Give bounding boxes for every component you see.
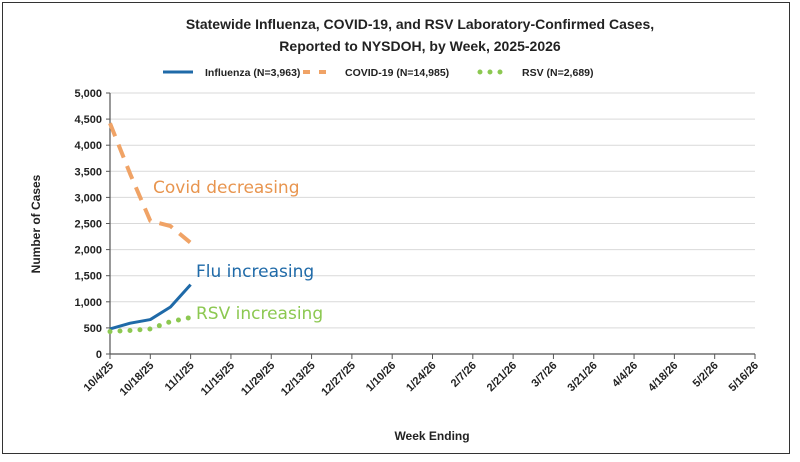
legend: Influenza (N=3,963) COVID-19 (N=14,985) RS…	[163, 67, 594, 79]
y-tick-label: 4,500	[74, 114, 102, 126]
x-tick-label: 10/4/25	[82, 360, 116, 394]
x-tick-label: 5/2/26	[691, 360, 721, 390]
y-tick-label: 2,000	[74, 245, 102, 257]
y-tick-label: 0	[96, 349, 102, 361]
annotation-rsv: RSV increasing	[196, 304, 323, 324]
legend-label-0: Influenza (N=3,963)	[205, 67, 300, 79]
y-tick-label: 5,000	[74, 88, 102, 100]
annotation-covid: Covid decreasing	[153, 178, 299, 198]
x-tick-label: 12/13/25	[279, 360, 318, 399]
chart-title: Statewide Influenza, COVID-19, and RSV L…	[186, 16, 654, 32]
axes: 0 500 1,000 1,500 2,000 2,500 3,000 3,500 4,000 4…	[74, 88, 761, 398]
x-tick-label: 11/1/25	[163, 360, 197, 394]
x-tick-label: 1/10/26	[364, 360, 398, 394]
annotation-flu: Flu increasing	[196, 262, 314, 282]
x-tick-label: 12/27/25	[319, 360, 358, 399]
x-axis-label: Week Ending	[394, 429, 469, 443]
x-tick-label: 4/18/26	[646, 360, 680, 394]
y-tick-label: 1,500	[74, 271, 102, 283]
y-tick-label: 1,000	[74, 297, 102, 309]
chart-frame	[2, 2, 790, 454]
y-tick-label: 3,500	[74, 166, 102, 178]
x-tick-label: 11/29/25	[239, 360, 277, 398]
y-tick-label: 2,500	[74, 219, 102, 231]
legend-label-2: RSV (N=2,689)	[522, 67, 594, 79]
x-tick-label: 1/24/26	[404, 360, 438, 394]
series-line-1	[108, 122, 192, 245]
series-line-2	[107, 314, 194, 335]
x-tick-label: 2/7/26	[449, 360, 479, 390]
x-tick-label: 2/21/26	[485, 360, 519, 394]
y-tick-label: 500	[84, 323, 102, 335]
chart-subtitle: Reported to NYSDOH, by Week, 2025-2026	[279, 38, 561, 54]
legend-label-1: COVID-19 (N=14,985)	[345, 67, 449, 79]
gridlines	[110, 92, 755, 329]
x-tick-label: 3/21/26	[565, 360, 599, 394]
x-tick-label: 10/18/25	[118, 360, 157, 399]
y-tick-label: 3,000	[74, 192, 102, 204]
x-tick-label: 4/4/26	[610, 360, 640, 390]
x-tick-label: 3/7/26	[529, 360, 559, 390]
series-line-0	[109, 283, 192, 331]
x-tick-label: 11/15/25	[199, 360, 237, 398]
x-tick-label: 5/16/26	[727, 360, 761, 394]
series-group	[107, 122, 194, 335]
y-axis-label: Number of Cases	[29, 174, 43, 273]
y-tick-label: 4,000	[74, 140, 102, 152]
